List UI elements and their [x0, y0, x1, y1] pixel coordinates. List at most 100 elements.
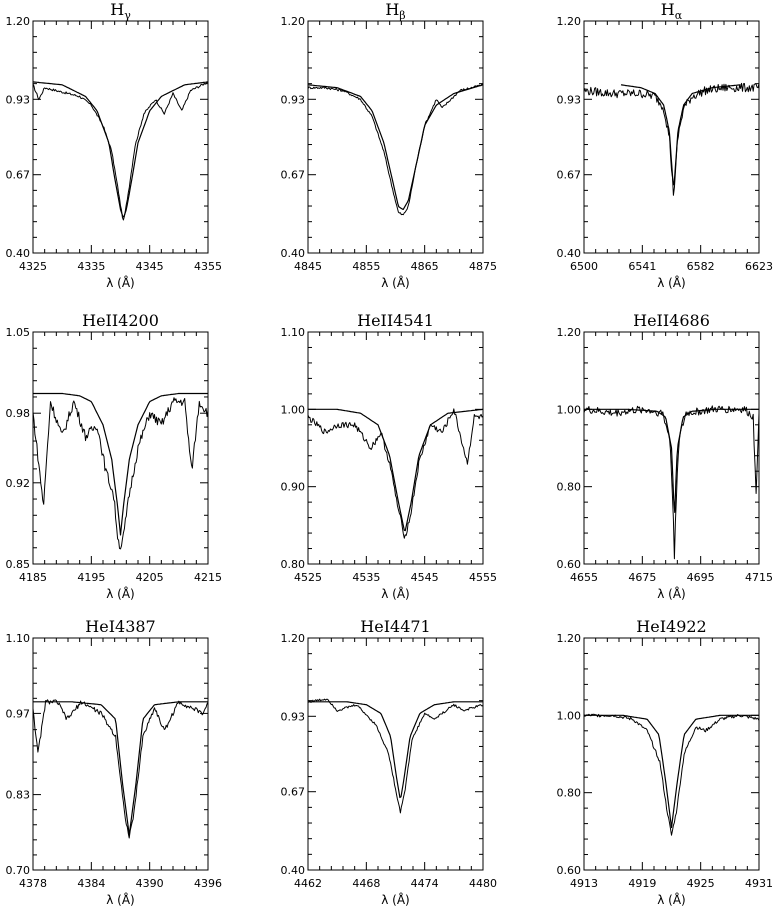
x-axis-label: λ (Å): [381, 892, 410, 907]
x-axis-label: λ (Å): [106, 892, 135, 907]
y-tick-label: 1.20: [557, 15, 582, 28]
y-tick-label: 1.00: [557, 709, 582, 722]
y-tick-label: 0.60: [557, 558, 582, 571]
observed-spectrum-line: [308, 408, 483, 539]
observed-spectrum-line: [584, 713, 759, 836]
y-tick-label: 1.20: [557, 632, 582, 645]
x-axis-label: λ (Å): [381, 275, 410, 290]
panel-1: 4325 4335 4345 4355 0.40 0.67 0.93 1.20 Hγ λ (Å): [6, 0, 223, 290]
observed-spectrum-line: [308, 83, 483, 216]
y-tick-label: 1.00: [557, 403, 582, 416]
plot-frame: [32, 331, 209, 565]
x-tick-label: 4919: [628, 877, 656, 890]
x-axis-label: λ (Å): [657, 586, 686, 601]
x-tick-label: 4925: [687, 877, 715, 890]
panel-3: 6500 6541 6582 6623 0.40 0.67 0.93 1.20 Hα λ (Å): [557, 0, 774, 290]
x-tick-label: 4931: [745, 877, 773, 890]
x-tick-label: 6500: [570, 260, 598, 273]
y-tick-label: 0.67: [281, 786, 306, 799]
y-tick-label: 1.05: [6, 326, 31, 339]
x-tick-label: 4695: [687, 571, 715, 584]
panel-title: HeI4471: [360, 617, 430, 636]
x-tick-label: 4555: [469, 571, 497, 584]
model-fit-line: [584, 408, 759, 514]
x-tick-label: 4865: [411, 260, 439, 273]
x-tick-label: 4675: [628, 571, 656, 584]
x-tick-label: 4390: [136, 877, 164, 890]
model-fit-line: [33, 81, 208, 218]
panel-8: 4462 4468 4474 4480 0.40 0.67 0.93 1.20 HeI4471 λ…: [281, 617, 498, 907]
y-tick-label: 0.93: [557, 93, 582, 106]
model-fit-line: [33, 701, 208, 836]
y-tick-label: 1.20: [281, 632, 306, 645]
x-tick-label: 4205: [136, 571, 164, 584]
panel-5: 4525 4535 4545 4555 0.80 0.90 1.00 1.10 HeII4541…: [281, 311, 498, 601]
y-tick-label: 0.97: [6, 707, 31, 720]
observed-spectrum-line: [33, 81, 208, 221]
panel-7: 4378 4384 4390 4396 0.70 0.83 0.97 1.10 HeI4387 λ…: [6, 617, 223, 907]
plot-frame: [32, 20, 209, 254]
y-tick-label: 0.83: [6, 789, 31, 802]
model-fit-line: [620, 84, 741, 186]
x-axis-label: λ (Å): [106, 275, 135, 290]
y-tick-label: 0.80: [281, 558, 306, 571]
y-tick-label: 0.93: [6, 93, 31, 106]
plot-frame: [583, 20, 760, 254]
x-tick-label: 6623: [745, 260, 773, 273]
x-tick-label: 4655: [570, 571, 598, 584]
y-tick-label: 0.93: [281, 93, 306, 106]
y-tick-label: 0.40: [281, 864, 306, 877]
y-tick-label: 1.00: [281, 403, 306, 416]
plot-frame: [307, 637, 484, 871]
x-axis-label: λ (Å): [657, 275, 686, 290]
x-tick-label: 4355: [194, 260, 222, 273]
y-tick-label: 0.90: [281, 481, 306, 494]
x-tick-label: 4185: [19, 571, 47, 584]
y-tick-label: 1.10: [6, 632, 31, 645]
y-tick-label: 1.20: [6, 15, 31, 28]
x-tick-label: 4545: [411, 571, 439, 584]
panel-9: 4913 4919 4925 4931 0.60 0.80 1.00 1.20 HeI4922 λ…: [557, 617, 774, 907]
plot-frame: [583, 637, 760, 871]
y-tick-label: 0.40: [6, 247, 31, 260]
panel-title: HeII4541: [357, 311, 434, 330]
observed-spectrum-line: [584, 405, 759, 560]
x-tick-label: 4335: [77, 260, 105, 273]
x-tick-label: 4480: [469, 877, 497, 890]
x-tick-label: 6582: [687, 260, 715, 273]
y-tick-label: 0.67: [6, 169, 31, 182]
observed-spectrum-line: [584, 82, 759, 196]
plot-frame: [583, 331, 760, 565]
y-tick-label: 0.80: [557, 481, 582, 494]
panel-6: 4655 4675 4695 4715 0.60 0.80 1.00 1.20 HeII4686…: [557, 311, 774, 601]
plot-frame: [307, 20, 484, 254]
x-tick-label: 4535: [352, 571, 380, 584]
y-tick-label: 1.10: [281, 326, 306, 339]
y-tick-label: 0.98: [6, 407, 31, 420]
panel-title: Hγ: [110, 0, 131, 22]
panel-4: 4185 4195 4205 4215 0.85 0.92 0.98 1.05 HeII4200…: [6, 311, 223, 601]
model-fit-line: [308, 84, 483, 210]
x-tick-label: 4855: [352, 260, 380, 273]
x-tick-label: 4715: [745, 571, 773, 584]
x-axis-label: λ (Å): [657, 892, 686, 907]
x-tick-label: 4384: [77, 877, 105, 890]
y-tick-label: 1.20: [281, 15, 306, 28]
x-axis-label: λ (Å): [381, 586, 410, 601]
x-tick-label: 4913: [570, 877, 598, 890]
y-tick-label: 0.93: [281, 710, 306, 723]
x-axis-label: λ (Å): [106, 586, 135, 601]
x-tick-label: 4468: [352, 877, 380, 890]
y-tick-label: 1.20: [557, 326, 582, 339]
x-tick-label: 4875: [469, 260, 497, 273]
x-tick-label: 4325: [19, 260, 47, 273]
x-tick-label: 4525: [294, 571, 322, 584]
y-tick-label: 0.60: [557, 864, 582, 877]
y-tick-label: 0.67: [557, 169, 582, 182]
y-tick-label: 0.92: [6, 477, 31, 490]
x-tick-label: 4396: [194, 877, 222, 890]
panel-title: HeII4686: [633, 311, 710, 330]
model-fit-line: [308, 701, 483, 799]
panel-2: 4845 4855 4865 4875 0.40 0.67 0.93 1.20 Hβ λ (Å): [281, 0, 498, 290]
